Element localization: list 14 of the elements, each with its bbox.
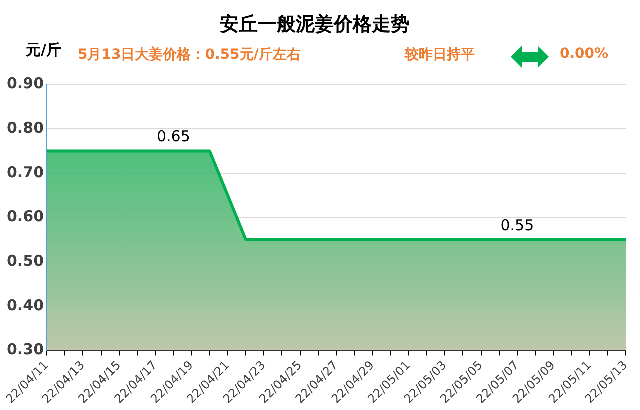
y-tick-label: 0.90 [6,74,44,93]
annotation: 0.65 [156,128,190,146]
y-tick-label: 0.70 [6,163,44,182]
y-tick-label: 0.80 [6,119,44,138]
y-tick-label: 0.50 [6,252,44,270]
chart-title: 安丘一般泥姜价格走势 [220,13,410,36]
y-tick-label: 0.60 [6,208,44,226]
text: 较昨日持平 [405,46,475,64]
y-tick-label: 0.40 [6,296,44,314]
chart-subtitle: 5月13日大姜价格：0.55元/斤左右 [78,46,301,64]
y-axis-title: 元/斤 [26,41,62,60]
y-tick-label: 0.30 [6,340,44,359]
text: 0.00% [560,46,609,62]
data-label: 0.55 [500,216,534,234]
